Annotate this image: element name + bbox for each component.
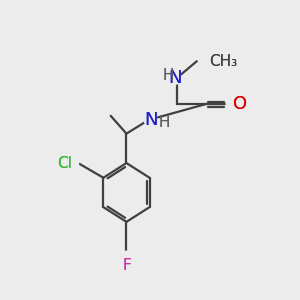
Text: H: H bbox=[159, 115, 170, 130]
Circle shape bbox=[169, 72, 181, 84]
Text: N: N bbox=[144, 111, 157, 129]
Text: O: O bbox=[232, 95, 247, 113]
Text: Cl: Cl bbox=[57, 155, 72, 170]
Text: N: N bbox=[144, 111, 157, 129]
Text: O: O bbox=[232, 95, 247, 113]
Circle shape bbox=[144, 114, 157, 126]
Text: H: H bbox=[162, 68, 174, 83]
Text: H: H bbox=[159, 115, 170, 130]
Text: CH₃: CH₃ bbox=[209, 54, 237, 69]
Text: CH₃: CH₃ bbox=[209, 54, 237, 69]
Text: N: N bbox=[168, 69, 182, 87]
Text: Cl: Cl bbox=[57, 155, 72, 170]
Circle shape bbox=[226, 98, 239, 111]
Text: F: F bbox=[122, 257, 131, 273]
Circle shape bbox=[66, 157, 79, 169]
Text: N: N bbox=[168, 69, 182, 87]
Text: F: F bbox=[122, 257, 131, 273]
Text: H: H bbox=[162, 68, 174, 83]
Circle shape bbox=[120, 251, 133, 264]
